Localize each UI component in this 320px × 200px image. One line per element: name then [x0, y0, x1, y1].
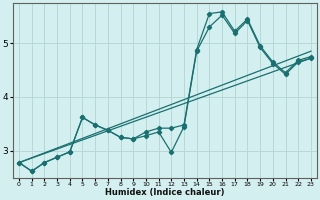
X-axis label: Humidex (Indice chaleur): Humidex (Indice chaleur): [105, 188, 225, 197]
